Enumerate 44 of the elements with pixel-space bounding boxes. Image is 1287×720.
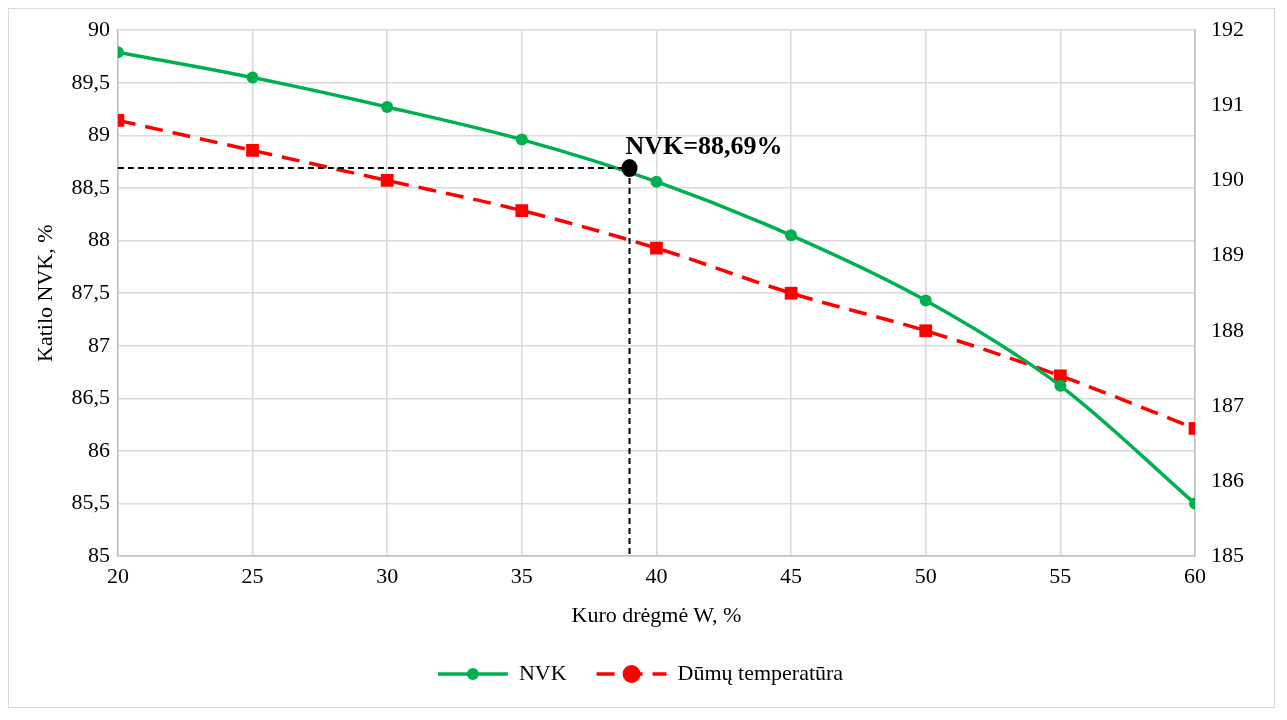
y2-tick-label: 191 <box>1211 91 1244 117</box>
point <box>919 324 933 338</box>
x-axis-title: Kuro drėgmė W, % <box>571 601 742 627</box>
y-tick-label: 85,5 <box>71 489 110 515</box>
y-tick-label: 86,5 <box>71 384 110 410</box>
point <box>650 175 663 188</box>
y2-tick-label: 185 <box>1211 541 1244 567</box>
point <box>515 133 528 146</box>
legend-label: NVK <box>518 659 567 685</box>
x-tick-label: 55 <box>1049 563 1072 589</box>
y2-tick-label: 186 <box>1211 466 1244 492</box>
annotation: NVK=88,69% <box>625 130 783 160</box>
point <box>246 71 259 84</box>
x-tick-label: 25 <box>241 563 264 589</box>
y2-tick-label: 188 <box>1211 316 1244 342</box>
y-axis-title: Katilo NVK, % <box>31 224 57 362</box>
y-tick-label: 89,5 <box>71 68 110 94</box>
y-tick-label: 88,5 <box>71 173 110 199</box>
y-tick-label: 87 <box>87 331 110 357</box>
x-tick-label: 30 <box>376 563 399 589</box>
x-tick-label: 60 <box>1184 563 1206 589</box>
y2-tick-label: 192 <box>1211 15 1244 41</box>
y-tick-label: 89 <box>87 121 110 147</box>
y-tick-label: 88 <box>87 226 110 252</box>
y-tick-label: 86 <box>87 436 110 462</box>
point <box>919 294 932 307</box>
y-tick-label: 90 <box>87 15 110 41</box>
point <box>246 144 259 157</box>
legend-label: Dūmų temperatūra <box>677 659 844 685</box>
point <box>650 241 663 255</box>
y2-tick-label: 187 <box>1211 391 1244 417</box>
x-tick-label: 50 <box>914 563 937 589</box>
point <box>380 174 394 187</box>
y2-tick-label: 190 <box>1211 166 1244 192</box>
x-tick-label: 45 <box>780 563 803 589</box>
x-tick-label: 35 <box>510 563 533 589</box>
point <box>1054 379 1067 392</box>
point <box>381 101 394 113</box>
x-tick-label: 40 <box>645 563 668 589</box>
point <box>785 229 798 242</box>
y-tick-label: 87,5 <box>71 278 110 304</box>
point <box>784 286 798 300</box>
y2-tick-label: 189 <box>1211 241 1244 267</box>
point <box>515 204 529 217</box>
